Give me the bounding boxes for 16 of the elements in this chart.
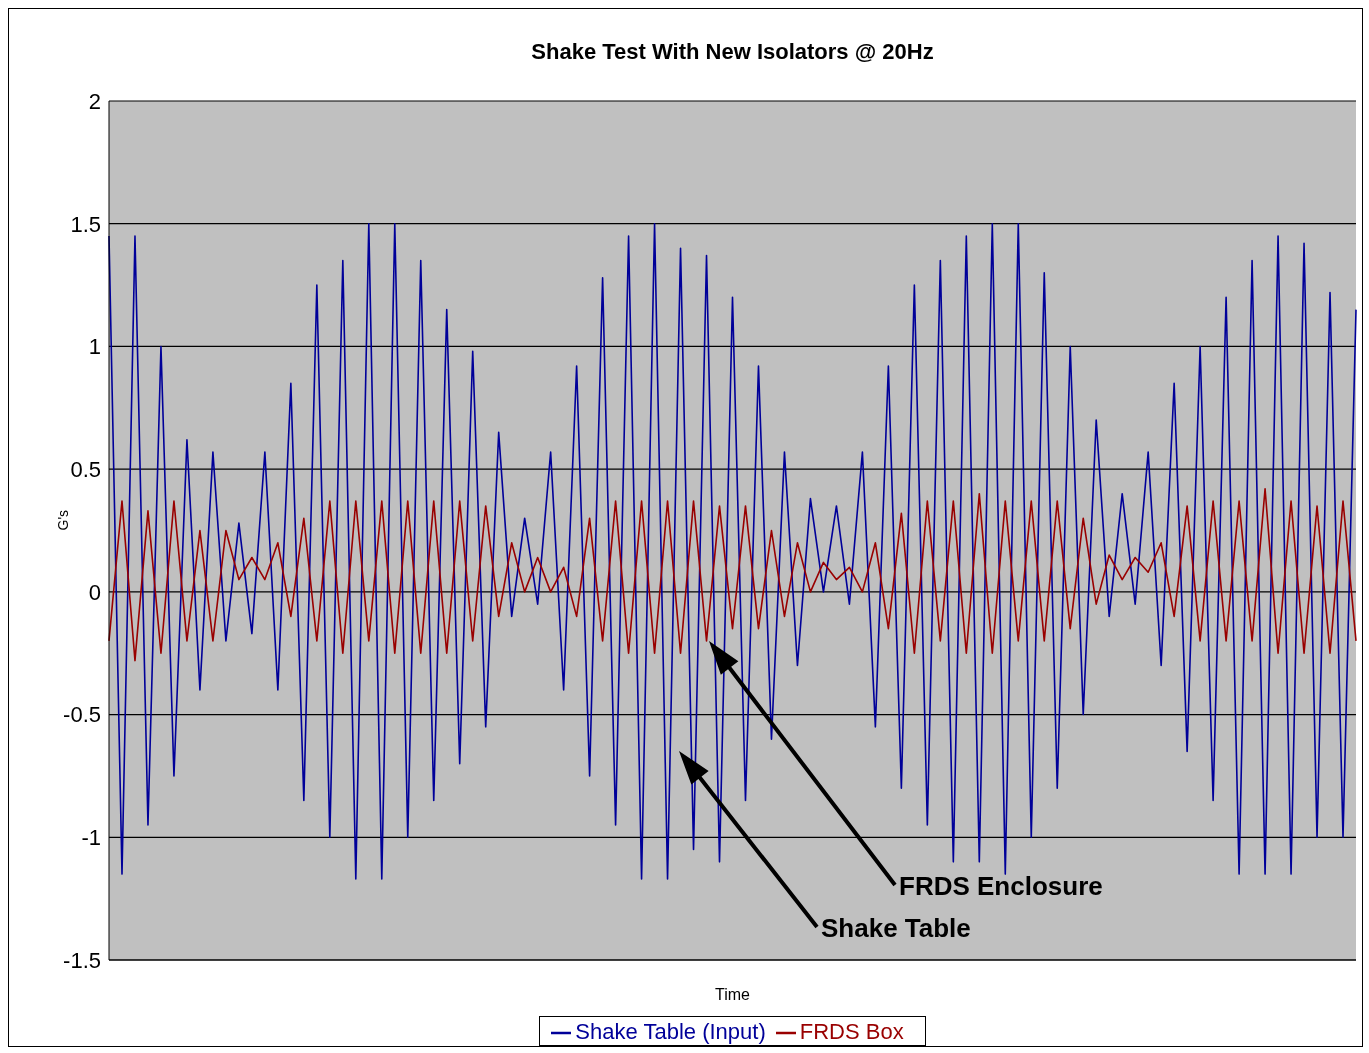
x-axis-title: Time [715,986,751,1003]
annotation: FRDS Enclosure [899,871,1103,902]
chart-title: Shake Test With New Isolators @ 20Hz [530,39,935,65]
legend-label: FRDS Box [799,1019,904,1044]
legend-label: Shake Table (Input) [575,1019,766,1044]
y-tick-label: -1 [81,825,101,851]
y-tick-label: 0.5 [70,456,101,482]
line-series [108,487,1357,662]
y-tick-label: 0 [88,579,101,605]
y-tick-label: 1.5 [70,211,101,237]
y-tick-label: -1.5 [63,947,101,973]
y-axis-title: G's [54,509,71,531]
y-tick-label: 1 [88,334,101,360]
y-tick-label: 2 [88,88,101,114]
annotation: Shake Table [821,913,971,944]
y-tick-label: -0.5 [63,702,101,728]
